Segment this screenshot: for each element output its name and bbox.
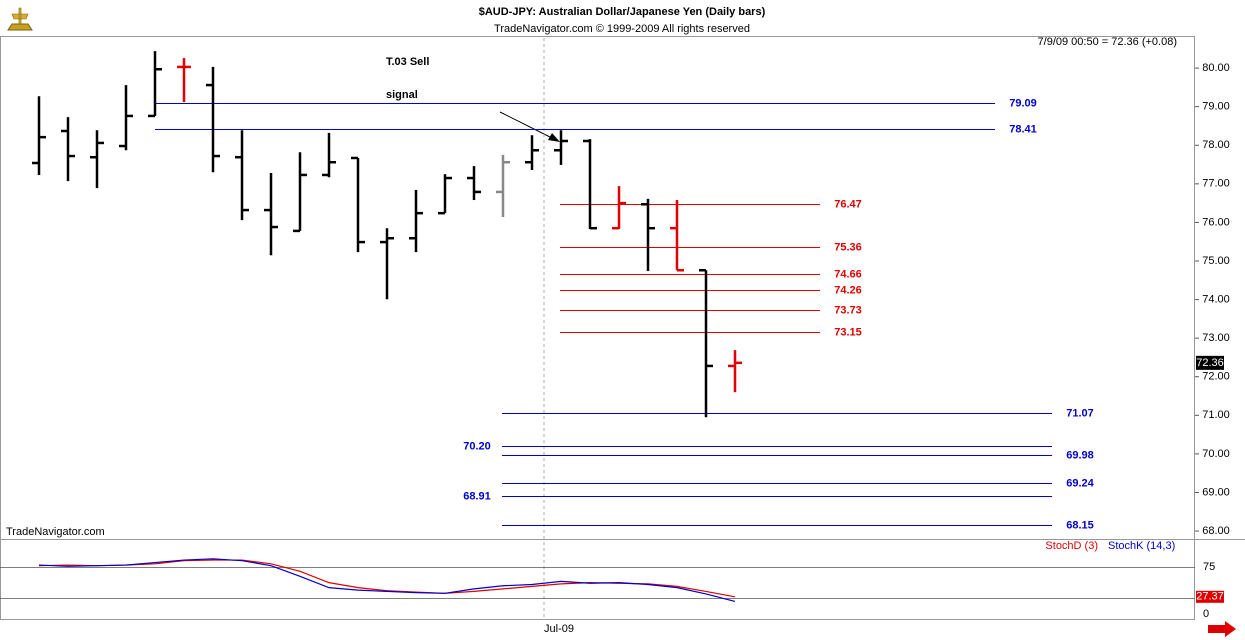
y-tick-label: 75 <box>1203 561 1215 573</box>
level-label: 69.98 <box>1066 449 1094 461</box>
y-tick-label: 72.00 <box>1202 371 1230 383</box>
chart-subtitle: TradeNavigator.com © 1999-2009 All right… <box>494 23 750 35</box>
last-price-label: 72.36 <box>1196 357 1224 369</box>
level-label: 73.73 <box>834 304 862 316</box>
y-tick-label: 70.00 <box>1202 448 1230 460</box>
level-label: 70.20 <box>463 440 491 452</box>
y-tick-label: 79.00 <box>1202 101 1230 113</box>
annotation: signal <box>386 89 418 101</box>
legend-entry: StochK (14,3) <box>1108 540 1175 552</box>
chart-title: $AUD-JPY: Australian Dollar/Japanese Yen… <box>479 6 766 18</box>
level-label: 69.24 <box>1066 477 1094 489</box>
stoch-line <box>38 559 736 598</box>
y-tick-label: 77.00 <box>1202 178 1230 190</box>
y-tick-label: 73.00 <box>1202 332 1230 344</box>
stoch-line <box>38 558 736 603</box>
scroll-arrow[interactable] <box>1208 621 1236 637</box>
level-label: 68.15 <box>1066 519 1094 531</box>
last-value-box <box>1196 590 1224 603</box>
watermark: TradeNavigator.com <box>6 526 105 538</box>
y-tick-label: 68.00 <box>1202 525 1230 537</box>
last-value-label: 27.37 <box>1196 591 1224 603</box>
annotation-arrow <box>499 111 553 139</box>
header-quote: 7/9/09 00:50 = 72.36 (+0.08) <box>1038 36 1177 48</box>
level-label: 68.91 <box>463 490 491 502</box>
level-label: 75.36 <box>834 241 862 253</box>
level-label: 74.26 <box>834 284 862 296</box>
y-tick-label: 80.00 <box>1202 62 1230 74</box>
legend-entry: StochD (3) <box>1045 540 1098 552</box>
annotation-arrowhead <box>548 133 560 142</box>
y-tick-label: 78.00 <box>1202 139 1230 151</box>
annotation: T.03 Sell <box>386 56 429 68</box>
y-tick-label: 76.00 <box>1202 216 1230 228</box>
y-tick-label: 74.00 <box>1202 293 1230 305</box>
y-tick-label: 71.00 <box>1202 409 1230 421</box>
last-price-box <box>1196 355 1224 370</box>
logo <box>7 7 33 31</box>
y-tick-label: 75.00 <box>1202 255 1230 267</box>
level-label: 71.07 <box>1066 407 1094 419</box>
level-label: 78.41 <box>1009 123 1037 135</box>
level-label: 76.47 <box>834 198 862 210</box>
level-label: 73.15 <box>834 326 862 338</box>
level-label: 74.66 <box>834 268 862 280</box>
level-label: 79.09 <box>1009 97 1037 109</box>
y-tick-label: 0 <box>1203 608 1209 620</box>
x-tick-label: Jul-09 <box>544 623 574 635</box>
y-tick-label: 69.00 <box>1202 486 1230 498</box>
